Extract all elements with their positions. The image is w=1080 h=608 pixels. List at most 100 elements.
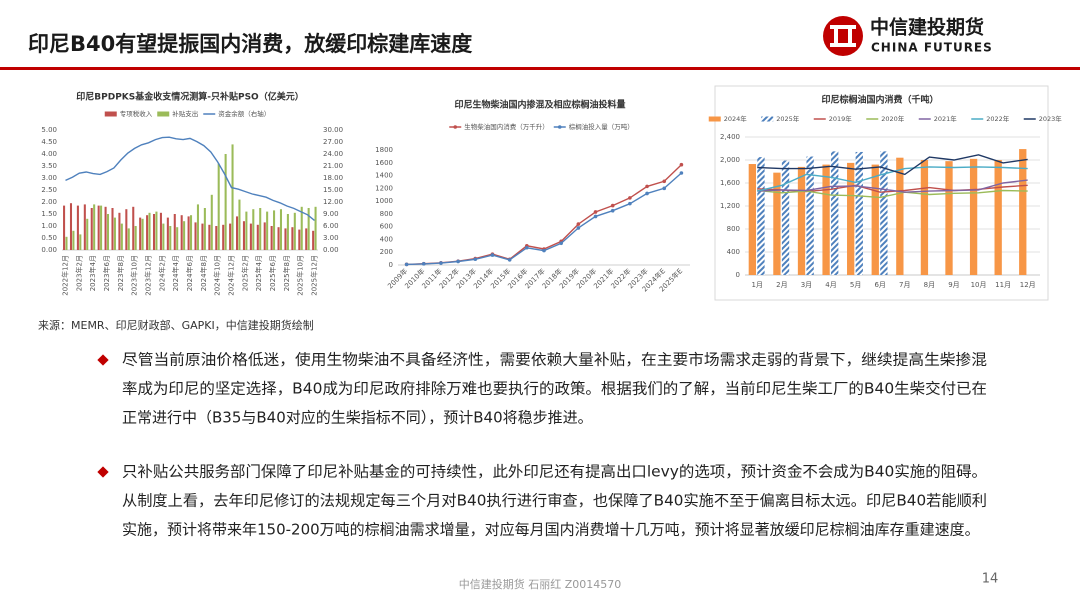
- point: [525, 245, 529, 250]
- legend-swatch: [157, 111, 170, 117]
- x-tick-label: 2023年4月: [88, 255, 97, 291]
- paragraph-line: 实施，预计将带来年150-200万吨的棕榈油需求增量，对应每月国内消费增十几万吨…: [122, 521, 980, 539]
- line: [757, 179, 1028, 193]
- x-tick-label: 10月: [971, 281, 987, 289]
- bar: [314, 206, 317, 250]
- point: [576, 222, 581, 226]
- bar: [300, 206, 303, 250]
- bar: [139, 217, 142, 250]
- logo-cn: 中信建投期货: [870, 16, 984, 39]
- y-tick-label: 3.00: [41, 174, 57, 182]
- bar: [120, 223, 123, 250]
- bar: [806, 156, 814, 275]
- bar: [127, 228, 130, 250]
- y-tick-label: 0: [389, 261, 393, 269]
- y2-tick-label: 24.00: [323, 150, 343, 158]
- bar: [166, 217, 169, 250]
- x-tick-label: 2023年10月: [130, 255, 139, 296]
- line: [65, 136, 315, 221]
- bar: [125, 209, 128, 250]
- y-tick-label: 1800: [375, 146, 393, 154]
- point: [628, 201, 632, 206]
- point: [610, 203, 615, 208]
- bar: [113, 217, 116, 250]
- x-tick-label: 6月: [874, 281, 885, 289]
- bar: [180, 215, 183, 250]
- legend-label: 2024年: [724, 114, 748, 123]
- bar: [245, 211, 248, 250]
- x-tick-label: 8月: [924, 281, 935, 289]
- y-tick-label: 400: [727, 248, 740, 256]
- point: [593, 214, 598, 219]
- bar: [148, 212, 151, 250]
- bar: [286, 214, 289, 250]
- point: [645, 191, 649, 196]
- x-tick-label: 9月: [948, 281, 959, 289]
- bar: [896, 157, 904, 275]
- bar: [229, 223, 232, 250]
- point: [576, 226, 581, 230]
- y-tick-label: 0.50: [41, 234, 57, 242]
- x-tick-label: 1月: [752, 281, 763, 289]
- bar: [190, 215, 193, 250]
- x-tick-label: 2023年12月: [143, 255, 152, 296]
- legend-label: 棕榈油投入量（万吨）: [569, 122, 634, 131]
- y-tick-label: 0: [736, 271, 740, 279]
- bar: [256, 224, 259, 250]
- bar: [76, 205, 79, 250]
- x-tick-label: 2024年10月: [213, 255, 222, 296]
- bar: [201, 223, 204, 250]
- bar: [90, 208, 93, 250]
- y-tick-label: 1400: [375, 172, 393, 180]
- point: [628, 196, 632, 200]
- y-tick-label: 200: [380, 248, 393, 256]
- point: [490, 253, 495, 257]
- chart-title: 印尼生物柴油国内掺混及相应棕榈油投料量: [454, 99, 625, 111]
- x-tick-label: 2022年12月: [60, 255, 69, 296]
- legend-swatch: [761, 116, 774, 122]
- chart-title: 印尼BPDPKS基金收支情况测算-只补贴PSO（亿美元）: [76, 91, 303, 103]
- bar: [920, 160, 929, 275]
- y2-tick-label: 6.00: [323, 222, 339, 230]
- y2-tick-label: 30.00: [323, 126, 343, 134]
- bar: [118, 212, 121, 250]
- bar: [132, 206, 135, 250]
- bar: [65, 236, 68, 250]
- y-tick-label: 5.00: [41, 126, 57, 134]
- x-tick-label: 2024年4月: [171, 255, 180, 291]
- x-tick-label: 2025年4月: [254, 255, 263, 291]
- bar: [880, 151, 888, 275]
- bar: [106, 214, 110, 250]
- x-tick-label: 5月: [850, 281, 861, 289]
- bar: [994, 160, 1002, 275]
- y-tick-label: 800: [380, 210, 393, 218]
- y-tick-label: 600: [380, 223, 393, 231]
- paragraph-line: 只补贴公共服务部门保障了印尼补贴基金的可持续性，此外印尼还有提高出口levy的选…: [122, 463, 987, 481]
- x-tick-label: 2023年6月: [102, 255, 111, 291]
- legend-swatch: [708, 116, 721, 122]
- bar: [224, 154, 227, 250]
- x-tick-label: 2025年6月: [268, 255, 277, 291]
- legend-marker: [453, 125, 458, 129]
- bar: [945, 161, 953, 275]
- y-tick-label: 1,200: [720, 202, 740, 210]
- point: [593, 210, 598, 214]
- point: [456, 259, 460, 264]
- point: [473, 257, 478, 262]
- bar: [217, 163, 220, 250]
- y2-tick-label: 12.00: [323, 198, 343, 206]
- bar: [249, 223, 252, 250]
- bar: [797, 166, 806, 275]
- bar: [831, 151, 839, 275]
- bar: [847, 162, 855, 275]
- bar: [305, 228, 308, 250]
- bar: [263, 222, 266, 250]
- legend-label: 2019年: [829, 114, 853, 123]
- slide-title: 印尼B40有望提振国内消费，放缓印棕建库速度: [28, 32, 472, 56]
- x-tick-label: 3月: [801, 281, 812, 289]
- x-tick-label: 11月: [995, 281, 1011, 289]
- chart-title: 印尼棕榈油国内消费（千吨）: [821, 94, 938, 106]
- y2-tick-label: 21.00: [323, 162, 343, 170]
- bar: [97, 205, 100, 250]
